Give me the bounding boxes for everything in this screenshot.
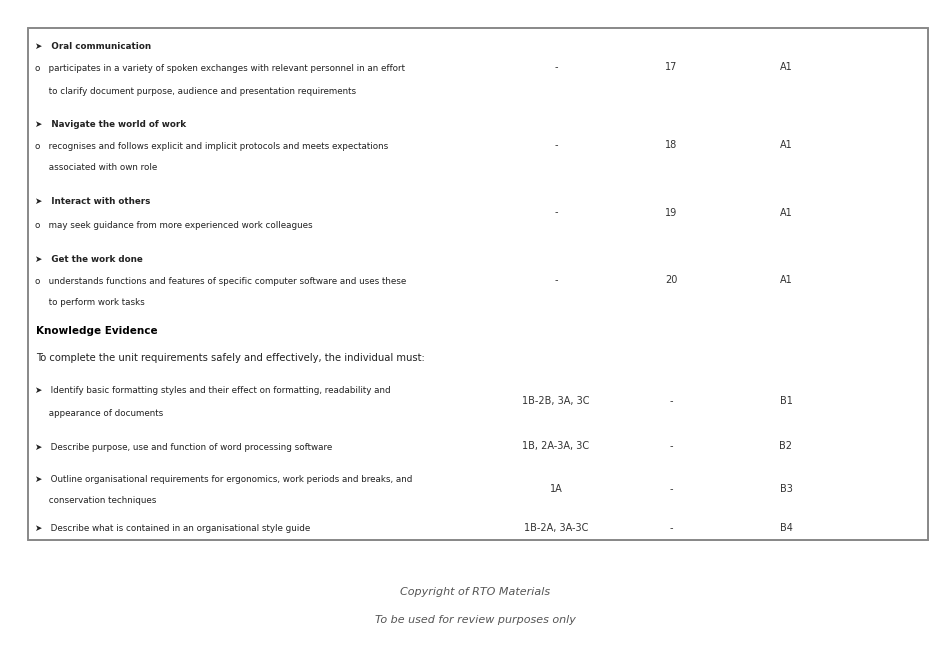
Text: A1: A1: [780, 140, 792, 150]
Text: To be used for review purposes only: To be used for review purposes only: [374, 615, 576, 625]
Text: ➤   Get the work done: ➤ Get the work done: [35, 255, 142, 264]
Text: A1: A1: [780, 208, 792, 218]
Bar: [28, 430, 498, 462]
Bar: [498, 516, 614, 540]
Bar: [28, 344, 928, 372]
Text: B3: B3: [780, 484, 792, 494]
Bar: [28, 107, 498, 183]
Bar: [498, 28, 614, 107]
Bar: [729, 183, 843, 242]
Bar: [28, 516, 498, 540]
Bar: [614, 430, 729, 462]
Text: -: -: [670, 396, 674, 406]
Bar: [614, 28, 729, 107]
Text: conservation techniques: conservation techniques: [35, 497, 157, 505]
Text: o   participates in a variety of spoken exchanges with relevant personnel in an : o participates in a variety of spoken ex…: [35, 64, 405, 73]
Text: To complete the unit requirements safely and effectively, the individual must:: To complete the unit requirements safely…: [36, 353, 425, 363]
Text: ➤   Navigate the world of work: ➤ Navigate the world of work: [35, 120, 186, 129]
Bar: [729, 107, 843, 183]
Bar: [729, 28, 843, 107]
Text: 17: 17: [665, 62, 677, 73]
Bar: [28, 28, 928, 540]
Bar: [28, 462, 498, 516]
Bar: [498, 462, 614, 516]
Text: ➤   Interact with others: ➤ Interact with others: [35, 198, 150, 206]
Bar: [614, 242, 729, 318]
Bar: [614, 107, 729, 183]
Bar: [28, 28, 498, 107]
Text: ➤   Describe purpose, use and function of word processing software: ➤ Describe purpose, use and function of …: [35, 443, 332, 452]
Bar: [843, 516, 928, 540]
Text: -: -: [670, 523, 674, 533]
Text: 18: 18: [665, 140, 677, 150]
Bar: [498, 183, 614, 242]
Text: 1A: 1A: [550, 484, 562, 494]
Text: -: -: [670, 441, 674, 451]
Text: 1B-2B, 3A, 3C: 1B-2B, 3A, 3C: [522, 396, 590, 406]
Text: o   understands functions and features of specific computer software and uses th: o understands functions and features of …: [35, 277, 407, 286]
Bar: [614, 372, 729, 430]
Text: -: -: [554, 208, 558, 218]
Bar: [28, 183, 498, 242]
Text: o   may seek guidance from more experienced work colleagues: o may seek guidance from more experience…: [35, 221, 313, 230]
Text: ➤   Outline organisational requirements for ergonomics, work periods and breaks,: ➤ Outline organisational requirements fo…: [35, 475, 412, 484]
Text: A1: A1: [780, 62, 792, 73]
Text: to clarify document purpose, audience and presentation requirements: to clarify document purpose, audience an…: [35, 87, 356, 95]
Text: -: -: [554, 275, 558, 285]
Bar: [498, 430, 614, 462]
Bar: [28, 28, 928, 540]
Bar: [729, 462, 843, 516]
Text: associated with own role: associated with own role: [35, 163, 158, 172]
Bar: [729, 516, 843, 540]
Text: 1B, 2A-3A, 3C: 1B, 2A-3A, 3C: [522, 441, 590, 451]
Text: o   recognises and follows explicit and implicit protocols and meets expectation: o recognises and follows explicit and im…: [35, 142, 389, 151]
Text: ➤   Describe what is contained in an organisational style guide: ➤ Describe what is contained in an organ…: [35, 524, 311, 534]
Bar: [498, 372, 614, 430]
Bar: [28, 318, 928, 344]
Text: Copyright of RTO Materials: Copyright of RTO Materials: [400, 587, 550, 597]
Bar: [843, 462, 928, 516]
Text: -: -: [670, 484, 674, 494]
Text: Knowledge Evidence: Knowledge Evidence: [36, 326, 158, 336]
Text: -: -: [554, 62, 558, 73]
Bar: [614, 183, 729, 242]
Bar: [28, 372, 498, 430]
Bar: [28, 242, 498, 318]
Bar: [498, 107, 614, 183]
Bar: [729, 430, 843, 462]
Bar: [843, 107, 928, 183]
Text: 1B-2A, 3A-3C: 1B-2A, 3A-3C: [523, 523, 588, 533]
Bar: [843, 430, 928, 462]
Bar: [843, 242, 928, 318]
Text: appearance of documents: appearance of documents: [35, 409, 163, 418]
Bar: [614, 516, 729, 540]
Bar: [729, 372, 843, 430]
Text: to perform work tasks: to perform work tasks: [35, 298, 144, 307]
Text: 20: 20: [665, 275, 677, 285]
Text: 19: 19: [665, 208, 677, 218]
Bar: [614, 462, 729, 516]
Bar: [729, 242, 843, 318]
Text: ➤   Identify basic formatting styles and their effect on formatting, readability: ➤ Identify basic formatting styles and t…: [35, 386, 390, 395]
Text: B2: B2: [780, 441, 792, 451]
Text: B4: B4: [780, 523, 792, 533]
Bar: [843, 183, 928, 242]
Text: A1: A1: [780, 275, 792, 285]
Bar: [843, 372, 928, 430]
Text: B1: B1: [780, 396, 792, 406]
Text: -: -: [554, 140, 558, 150]
Bar: [498, 242, 614, 318]
Bar: [843, 28, 928, 107]
Text: ➤   Oral communication: ➤ Oral communication: [35, 42, 151, 50]
